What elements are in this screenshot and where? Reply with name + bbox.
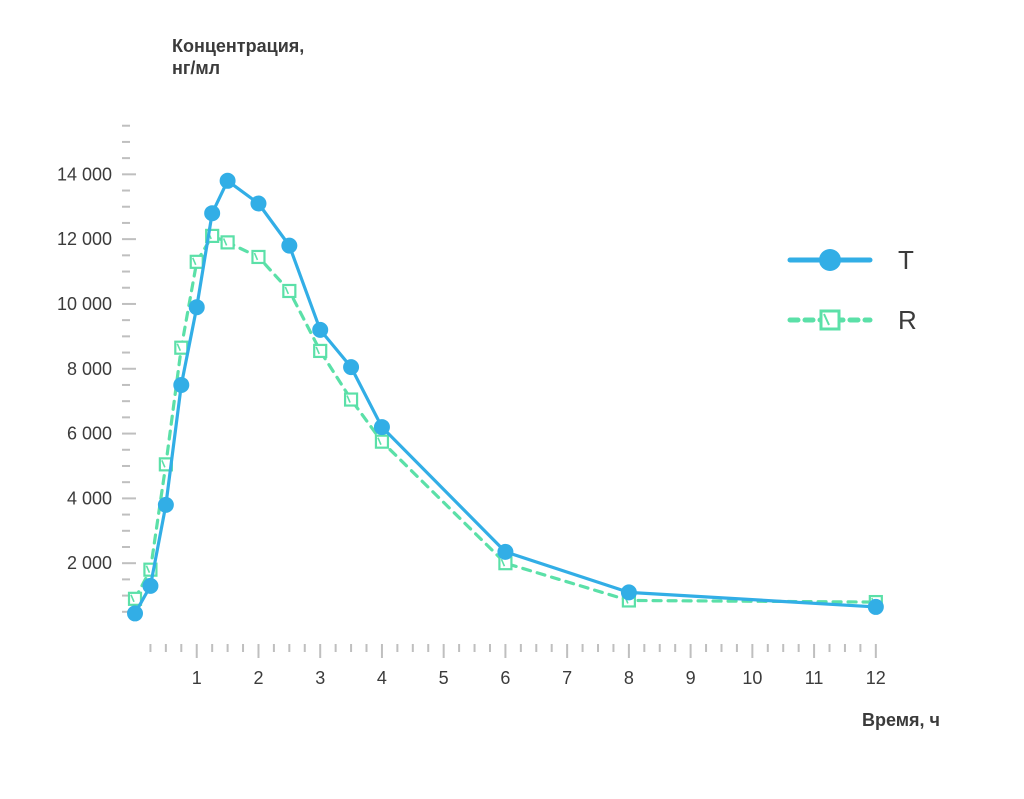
series-marker-T xyxy=(344,360,359,375)
y-tick-label: 8 000 xyxy=(67,359,112,379)
series-marker-T xyxy=(498,544,513,559)
series-marker-T xyxy=(158,497,173,512)
series-marker-T xyxy=(621,585,636,600)
x-tick-label: 4 xyxy=(377,668,387,688)
x-tick-label: 6 xyxy=(500,668,510,688)
series-marker-R xyxy=(283,285,295,297)
x-tick-label: 8 xyxy=(624,668,634,688)
y-tick-label: 14 000 xyxy=(57,164,112,184)
series-marker-T xyxy=(868,599,883,614)
legend-label-T: T xyxy=(898,245,914,275)
series-marker-R xyxy=(175,342,187,354)
series-marker-T xyxy=(220,173,235,188)
y-tick-label: 12 000 xyxy=(57,229,112,249)
x-tick-label: 1 xyxy=(192,668,202,688)
series-marker-R xyxy=(376,436,388,448)
y-axis-title-unit: нг/мл xyxy=(172,58,220,78)
x-tick-label: 2 xyxy=(253,668,263,688)
x-tick-label: 3 xyxy=(315,668,325,688)
series-marker-T xyxy=(174,377,189,392)
y-tick-label: 2 000 xyxy=(67,553,112,573)
series-marker-T xyxy=(282,238,297,253)
series-marker-R xyxy=(222,236,234,248)
series-marker-R xyxy=(345,394,357,406)
series-marker-T xyxy=(313,322,328,337)
series-marker-R xyxy=(314,345,326,357)
y-tick-label: 10 000 xyxy=(57,294,112,314)
y-tick-label: 6 000 xyxy=(67,424,112,444)
series-marker-R xyxy=(252,251,264,263)
y-tick-label: 4 000 xyxy=(67,488,112,508)
x-tick-label: 11 xyxy=(805,668,824,688)
series-marker-T xyxy=(143,578,158,593)
chart-card: Концентрация,нг/мл Время, ч 2 000 4 000 6 00… xyxy=(0,0,1024,799)
x-tick-label: 7 xyxy=(562,668,572,688)
legend-marker-R xyxy=(821,311,839,329)
series-marker-T xyxy=(128,606,143,621)
x-tick-label: 5 xyxy=(439,668,449,688)
concentration-chart: Концентрация,нг/мл Время, ч 2 000 4 000 6 00… xyxy=(0,0,1024,799)
x-axis-title: Время, ч xyxy=(862,710,940,730)
series-marker-T xyxy=(205,206,220,221)
x-tick-label: 9 xyxy=(686,668,696,688)
series-marker-T xyxy=(251,196,266,211)
y-axis-title: Концентрация, xyxy=(172,36,304,56)
x-tick-label: 12 xyxy=(866,668,886,688)
series-marker-T xyxy=(189,300,204,315)
legend-label-R: R xyxy=(898,305,917,335)
series-marker-T xyxy=(374,420,389,435)
legend-marker-T xyxy=(819,249,841,271)
x-tick-label: 10 xyxy=(742,668,762,688)
series-marker-R xyxy=(191,256,203,268)
